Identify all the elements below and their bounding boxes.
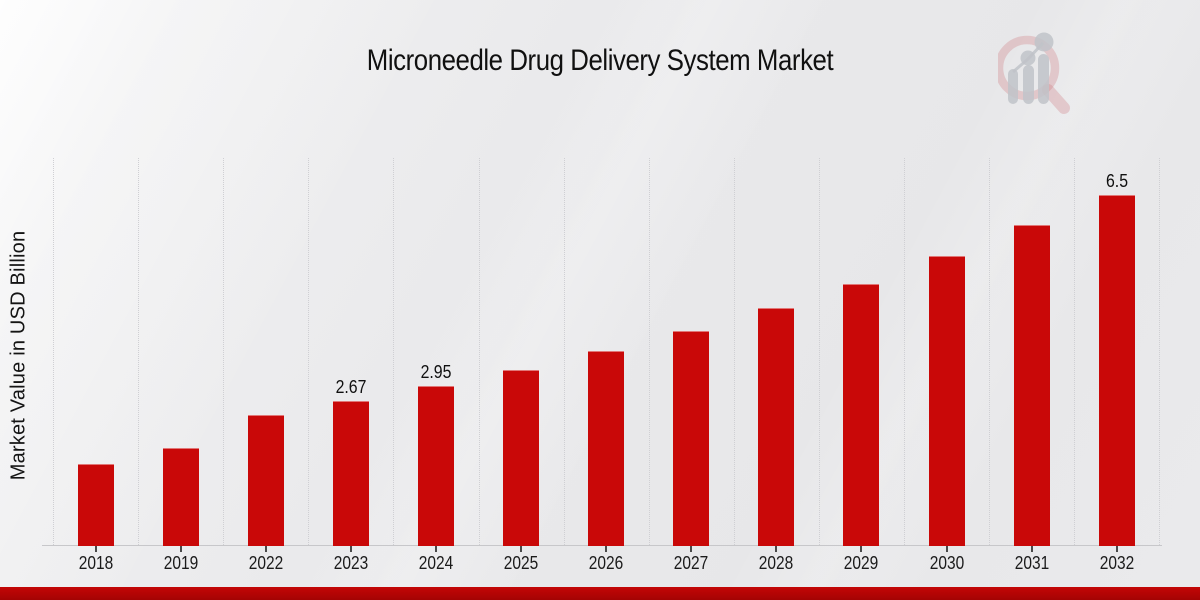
- x-axis-tick: [775, 546, 778, 552]
- data-label-2032: 6.5: [1105, 171, 1128, 192]
- vertical-gridline: [478, 158, 480, 545]
- x-tick-label-2027: 2027: [674, 553, 709, 573]
- data-label-2024: 2.95: [420, 362, 452, 383]
- x-tick-label-2023: 2023: [333, 553, 369, 573]
- chart-title: Microneedle Drug Delivery System Market: [366, 44, 834, 77]
- x-axis-tick: [945, 546, 948, 552]
- x-axis-tick: [264, 546, 267, 552]
- x-tick-label-2032: 2032: [1099, 553, 1134, 573]
- x-tick-label-2019: 2019: [163, 553, 198, 573]
- bar-2027: [673, 330, 710, 546]
- x-tick-label-2025: 2025: [503, 553, 539, 573]
- x-axis-tick: [434, 546, 437, 552]
- x-axis-tick: [690, 546, 693, 552]
- x-axis-tick: [1115, 546, 1118, 552]
- bar-2026: [588, 351, 625, 546]
- vertical-gridline: [904, 158, 905, 545]
- bar-2019: [162, 448, 199, 546]
- bar-2030: [928, 256, 965, 546]
- bar-2032: [1098, 195, 1135, 546]
- vertical-gridline: [989, 158, 991, 545]
- vertical-gridline: [138, 158, 140, 545]
- vertical-gridline: [733, 158, 735, 545]
- x-axis-tick: [1030, 546, 1033, 552]
- bar-2022: [247, 414, 284, 546]
- x-tick-label-2022: 2022: [248, 553, 283, 573]
- x-tick-label-2018: 2018: [78, 553, 113, 573]
- footer-red-bar: [0, 587, 1200, 600]
- x-tick-label-2026: 2026: [588, 553, 624, 573]
- vertical-gridline: [648, 158, 650, 545]
- vertical-gridline: [563, 158, 565, 545]
- bar-2023: [332, 401, 369, 546]
- x-tick-label-2031: 2031: [1014, 553, 1049, 573]
- vertical-gridline: [1074, 158, 1076, 545]
- bar-2024: [417, 386, 454, 546]
- x-tick-label-2030: 2030: [929, 553, 964, 573]
- x-tick-label-2024: 2024: [418, 553, 454, 573]
- x-tick-label-2029: 2029: [844, 553, 879, 573]
- vertical-gridline: [223, 158, 225, 545]
- data-label-2023: 2.67: [335, 377, 367, 398]
- vertical-gridline: [308, 158, 310, 545]
- bar-2029: [843, 283, 880, 546]
- x-axis-tick: [179, 546, 182, 552]
- x-axis-tick: [520, 546, 523, 552]
- x-axis-tick: [605, 546, 608, 552]
- x-axis-tick: [94, 546, 97, 552]
- vertical-gridline: [818, 158, 820, 545]
- vertical-gridline: [53, 158, 54, 545]
- magnifier-bar-chart-logo-icon: [998, 32, 1070, 114]
- vertical-gridline: [1159, 158, 1161, 545]
- x-tick-label-2028: 2028: [759, 553, 794, 573]
- bar-2018: [77, 464, 114, 546]
- bar-2025: [503, 369, 540, 546]
- bar-2031: [1013, 225, 1050, 546]
- vertical-gridline: [393, 158, 395, 545]
- x-axis-tick: [349, 546, 352, 552]
- bar-2028: [758, 308, 795, 546]
- x-axis-tick: [860, 546, 863, 552]
